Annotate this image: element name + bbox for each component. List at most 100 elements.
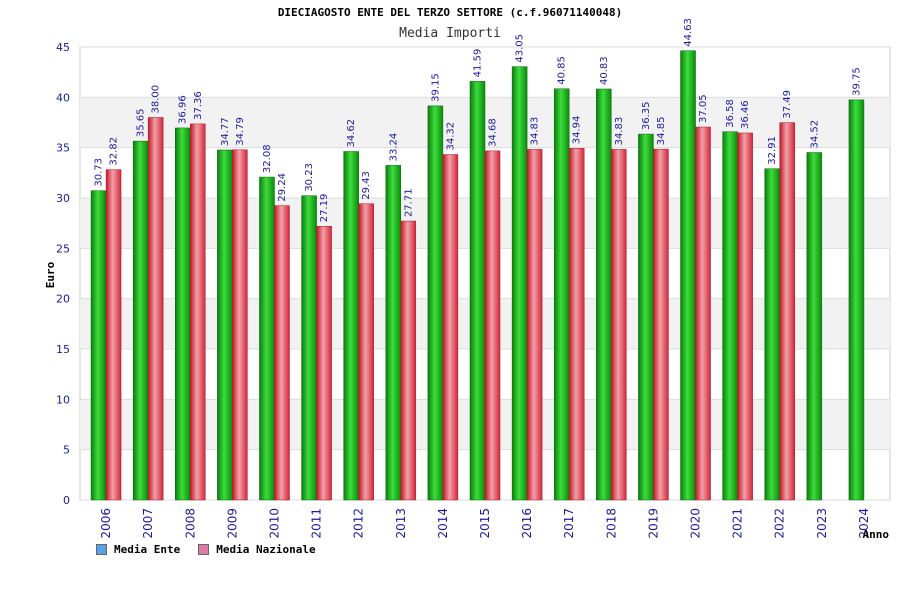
data-label-media-ente-2022: 32.91 (767, 136, 778, 165)
data-labels: 30.73 32.82 35.65 38.00 36.96 37.36 34.77 34.79… (94, 18, 863, 222)
y-tick-label: 5 (63, 444, 70, 457)
chart-title: DIECIAGOSTO ENTE DEL TERZO SETTORE (c.f.… (277, 6, 623, 19)
legend-label-media-ente: Media Ente (114, 543, 181, 556)
legend-item-media-ente: Media Ente (96, 543, 180, 556)
data-label-media-ente-2018: 40.83 (599, 56, 610, 85)
bar-media-ente-2013 (385, 165, 402, 501)
x-tick-label-2013: 2013 (394, 508, 408, 539)
data-label-media-ente-2019: 36.35 (641, 101, 652, 130)
x-tick-label-2018: 2018 (604, 508, 618, 539)
bar-media-ente-2020 (680, 50, 696, 501)
data-label-media-ente-2013: 33.24 (388, 133, 399, 162)
bar-media-nazionale-2011 (316, 226, 332, 501)
data-label-media-ente-2023: 34.52 (809, 120, 820, 149)
x-tick-label-2016: 2016 (520, 508, 534, 539)
bar-media-ente-2006 (90, 190, 107, 501)
data-label-media-ente-2009: 34.77 (220, 117, 231, 146)
bar-media-ente-2016 (511, 66, 528, 501)
bar-media-ente-2023 (806, 152, 823, 501)
bar-media-nazionale-2017 (568, 148, 585, 501)
bar-media-ente-2007 (132, 140, 149, 501)
x-tick-label-2007: 2007 (141, 508, 155, 539)
data-label-media-ente-2014: 39.15 (430, 73, 441, 102)
bar-media-ente-2022 (764, 168, 780, 501)
bar-media-ente-2009 (217, 149, 233, 501)
legend: Media Ente Media Nazionale (96, 543, 334, 556)
bar-media-nazionale-2016 (526, 149, 543, 501)
x-tick-label-2011: 2011 (310, 508, 324, 539)
data-label-media-ente-2024: 39.75 (851, 67, 862, 96)
data-label-media-nazionale-2007: 38.00 (151, 85, 162, 114)
bar-media-nazionale-2007 (147, 117, 164, 501)
data-label-media-nazionale-2011: 27.19 (319, 194, 330, 223)
data-label-media-nazionale-2017: 34.94 (572, 116, 583, 145)
data-label-media-nazionale-2014: 34.32 (445, 122, 456, 151)
data-label-media-nazionale-2010: 29.24 (277, 173, 288, 202)
y-tick-label: 35 (56, 142, 70, 155)
x-axis-ticks: 2006 2007 2008 2009 2010 2011 2012 2013 2014 2015… (99, 508, 871, 539)
legend-item-media-nazionale: Media Nazionale (198, 543, 316, 556)
data-label-media-nazionale-2013: 27.71 (403, 188, 414, 217)
data-label-media-nazionale-2019: 34.85 (656, 117, 667, 146)
data-label-media-ente-2020: 44.63 (683, 18, 694, 47)
y-tick-label: 0 (63, 494, 70, 507)
data-label-media-nazionale-2008: 37.36 (193, 91, 204, 120)
bar-media-ente-2017 (553, 88, 570, 501)
data-label-media-ente-2011: 30.23 (304, 163, 315, 192)
data-label-media-nazionale-2012: 29.43 (361, 171, 372, 200)
data-label-media-ente-2008: 36.96 (178, 95, 189, 124)
data-label-media-ente-2017: 40.85 (557, 56, 568, 85)
bar-media-ente-2018 (596, 88, 612, 501)
bar-media-nazionale-2018 (611, 149, 627, 501)
x-tick-label-2014: 2014 (436, 508, 450, 539)
legend-swatch-media-nazionale (198, 544, 210, 555)
y-tick-label: 30 (56, 192, 70, 205)
x-tick-label-2008: 2008 (183, 508, 197, 539)
bar-media-nazionale-2009 (232, 149, 248, 501)
bar-media-ente-2012 (343, 151, 359, 501)
bar-media-nazionale-2010 (274, 205, 290, 501)
x-tick-label-2023: 2023 (815, 508, 829, 539)
x-tick-label-2015: 2015 (478, 508, 492, 539)
data-label-media-nazionale-2022: 37.49 (782, 90, 793, 119)
x-tick-label-2009: 2009 (225, 508, 239, 539)
legend-swatch-media-ente (96, 544, 107, 555)
bars (90, 50, 865, 501)
bar-media-ente-2024 (848, 99, 865, 501)
data-label-media-nazionale-2006: 32.82 (109, 137, 120, 166)
data-label-media-nazionale-2021: 36.46 (740, 100, 751, 129)
legend-label-media-nazionale: Media Nazionale (216, 543, 316, 556)
bar-media-nazionale-2020 (695, 126, 711, 501)
bar-media-nazionale-2021 (737, 132, 753, 501)
y-tick-label: 10 (56, 393, 70, 406)
bar-media-nazionale-2014 (442, 154, 459, 501)
x-tick-label-2021: 2021 (731, 508, 745, 539)
x-tick-label-2017: 2017 (562, 508, 576, 539)
data-label-media-ente-2010: 32.08 (262, 144, 273, 173)
bar-media-ente-2014 (427, 105, 444, 501)
y-axis-label: Euro (44, 261, 57, 288)
data-label-media-ente-2006: 30.73 (94, 158, 105, 187)
bar-media-ente-2011 (301, 195, 317, 501)
data-label-media-ente-2021: 36.58 (725, 99, 736, 128)
bar-media-nazionale-2019 (653, 148, 669, 501)
bar-media-ente-2015 (469, 81, 486, 501)
bar-media-nazionale-2015 (484, 150, 501, 501)
y-tick-label: 20 (56, 293, 70, 306)
y-tick-label: 45 (56, 41, 70, 54)
bar-media-nazionale-2012 (358, 203, 374, 501)
bar-media-nazionale-2022 (779, 122, 795, 501)
bar-media-nazionale-2013 (400, 220, 417, 501)
data-label-media-ente-2016: 43.05 (515, 34, 526, 63)
data-label-media-nazionale-2009: 34.79 (235, 117, 246, 146)
bar-media-ente-2010 (259, 176, 275, 501)
x-axis-label: Anno (863, 528, 890, 541)
x-tick-label-2019: 2019 (646, 508, 660, 539)
bar-media-nazionale-2006 (105, 169, 122, 501)
y-tick-label: 15 (56, 343, 70, 356)
bar-media-ente-2021 (722, 131, 738, 501)
x-tick-label-2006: 2006 (99, 508, 113, 539)
bar-media-nazionale-2008 (190, 123, 206, 501)
bar-media-ente-2008 (175, 127, 191, 501)
